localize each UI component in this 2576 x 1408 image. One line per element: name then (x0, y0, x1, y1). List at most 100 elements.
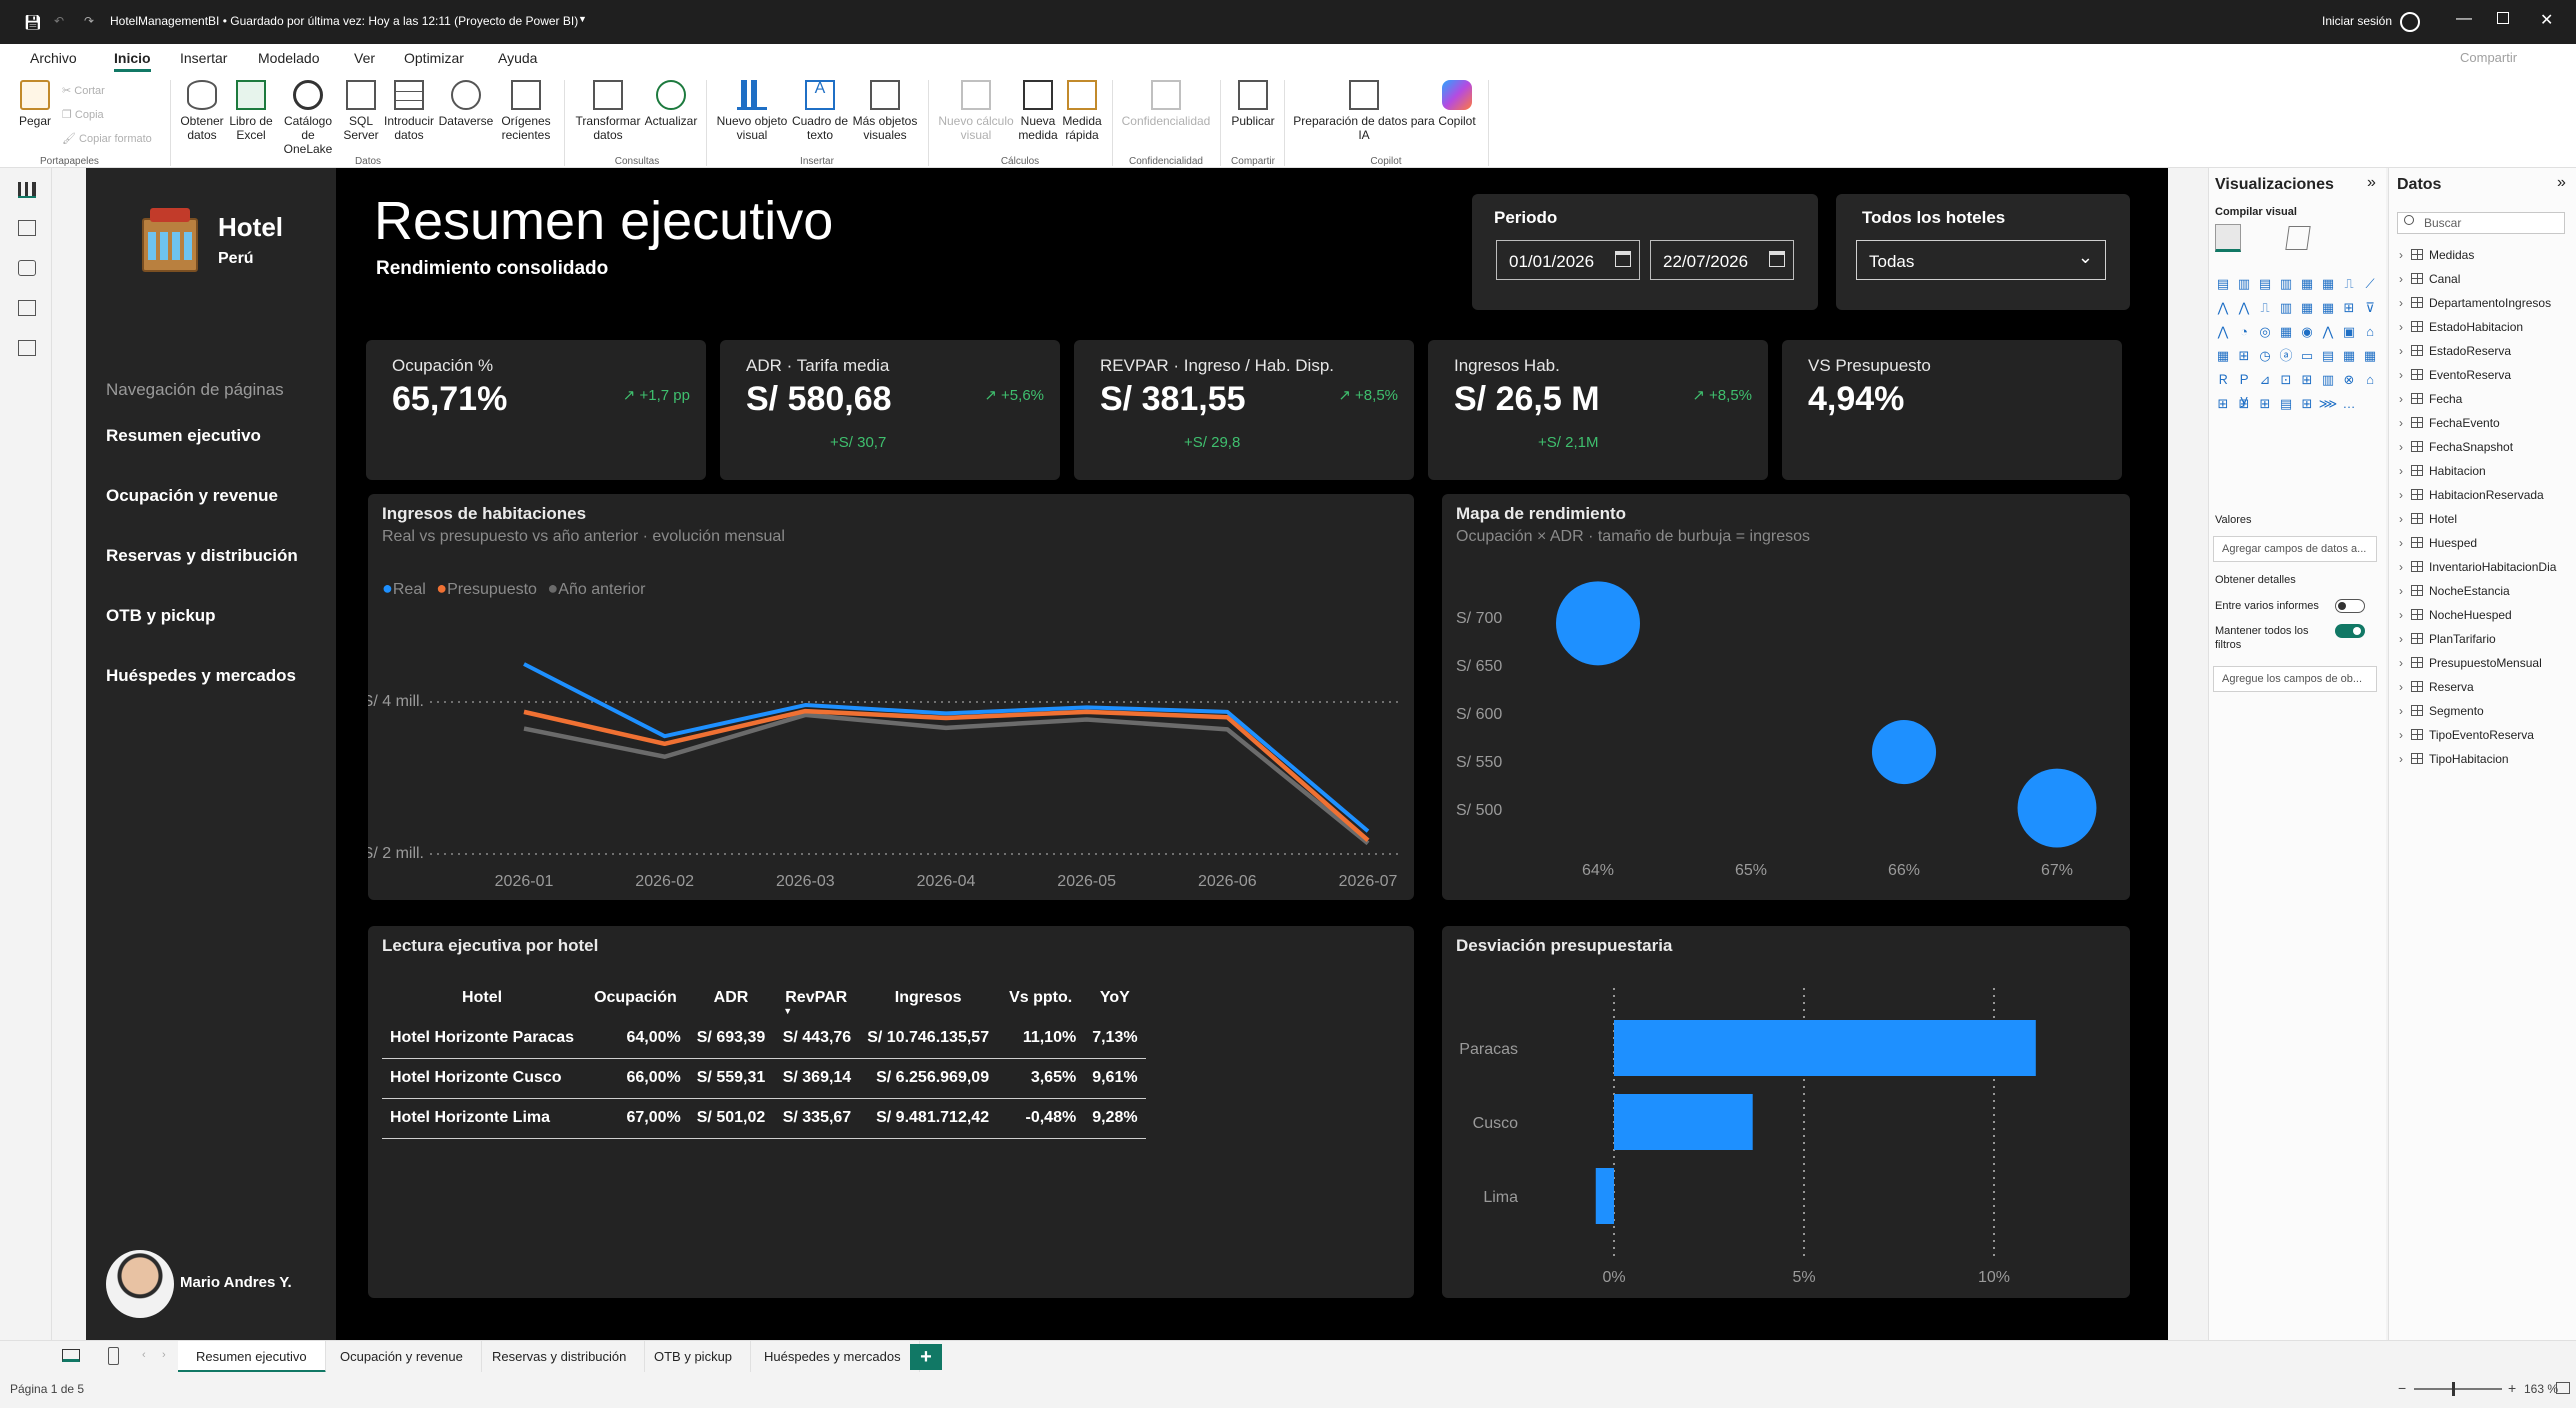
kpi-icon[interactable]: ⌂ (2366, 324, 2374, 339)
table-item[interactable]: › Hotel (2399, 512, 2457, 526)
r-visual-icon[interactable]: ⓐ (2279, 348, 2293, 363)
format-painter-button[interactable]: 🖌︎ Copiar formato (62, 133, 152, 145)
bubble-point[interactable] (1556, 581, 1640, 666)
scatter-icon[interactable]: ▦ (2300, 300, 2314, 315)
bar[interactable] (1614, 1020, 2036, 1076)
visual-type-icon[interactable]: … (2342, 396, 2356, 411)
menu-ayuda[interactable]: Ayuda (498, 50, 538, 66)
sql-button[interactable]: SQL Server (342, 80, 380, 142)
visual-type-icon[interactable]: ⊞ (2238, 396, 2250, 411)
menu-ver[interactable]: Ver (354, 50, 376, 66)
table-item[interactable]: › EventoReserva (2399, 368, 2511, 382)
collapse-icon[interactable]: » (2557, 174, 2566, 191)
cut-button[interactable]: ✂ Cortar (62, 85, 105, 97)
line-chart-card[interactable]: Ingresos de habitaciones Real vs presupu… (368, 494, 1414, 900)
zoom-slider-thumb[interactable] (2452, 1382, 2455, 1396)
sensitivity-button[interactable]: Confidencialidad (1118, 80, 1214, 128)
clustered-bar-icon[interactable]: ▤ (2258, 276, 2272, 291)
enter-data-button[interactable]: Introducir datos (382, 80, 436, 142)
donut-icon[interactable]: ⊞ (2343, 300, 2355, 315)
next-page-icon[interactable]: › (162, 1349, 166, 1361)
area-chart-icon[interactable]: ⟋ (2365, 276, 2375, 291)
bar-chart-card[interactable]: Desviación presupuestaria 0% 5% 10% Para… (1442, 926, 2130, 1298)
hotel-dropdown[interactable]: Todas ⌄ (1856, 240, 2106, 280)
table-item[interactable]: › Habitacion (2399, 464, 2486, 478)
table-item[interactable]: › FechaEvento (2399, 416, 2500, 430)
new-calc-button[interactable]: Nuevo cálculo visual (936, 80, 1016, 142)
table-item[interactable]: › InventarioHabitacionDia (2399, 560, 2556, 574)
nav-item-ocupacion[interactable]: Ocupación y revenue (106, 486, 278, 505)
menu-optimizar[interactable]: Optimizar (404, 50, 464, 66)
python-visual-icon[interactable]: ▭ (2300, 348, 2314, 363)
more-icon[interactable]: ⊞ (2217, 396, 2229, 411)
report-view-icon[interactable] (18, 182, 36, 198)
narrative-icon[interactable]: ⊗ (2343, 372, 2355, 387)
visual-type-icon[interactable]: ⋙ (2318, 396, 2338, 411)
format-visual-tab-icon[interactable] (2285, 226, 2311, 250)
metrics-icon[interactable]: ⊞ (2301, 372, 2313, 387)
minimize-icon[interactable]: — (2456, 10, 2472, 27)
series-line[interactable] (523, 662, 1370, 833)
power-automate-icon[interactable]: ⊡ (2280, 372, 2292, 387)
transform-data-button[interactable]: Transformar datos (574, 80, 642, 142)
excel-button[interactable]: Libro de Excel (228, 80, 274, 142)
power-apps-icon[interactable]: ⊿ (2259, 372, 2271, 387)
table-item[interactable]: › NocheEstancia (2399, 584, 2510, 598)
stacked-area-icon[interactable]: ⋀ (2217, 300, 2229, 315)
table-item[interactable]: › DepartamentoIngresos (2399, 296, 2551, 310)
smart-narrative-icon[interactable]: Ｒ (2216, 372, 2230, 387)
qa-icon[interactable]: ▦ (2363, 348, 2377, 363)
visual-type-icon[interactable]: ▤ (2279, 396, 2293, 411)
table-item[interactable]: › PlanTarifario (2399, 632, 2496, 646)
ai-prep-button[interactable]: Preparación de datos para IA (1292, 80, 1436, 142)
table-icon[interactable]: ⊞ (2238, 348, 2250, 363)
page-tab-ocupacion[interactable]: Ocupación y revenue (322, 1341, 482, 1373)
copy-button[interactable]: ❐ Copia (62, 109, 104, 121)
table-row[interactable]: Hotel Horizonte Cusco 66,00% S/ 559,31 S… (382, 1058, 1146, 1099)
matrix-icon[interactable]: ◷ (2259, 348, 2271, 363)
column-header[interactable]: Ocupación (594, 989, 677, 1006)
refresh-button[interactable]: Actualizar (642, 80, 700, 128)
new-measure-button[interactable]: Nueva medida (1018, 80, 1058, 142)
model-view-icon[interactable] (18, 260, 36, 276)
signin-link[interactable]: Iniciar sesión (2322, 14, 2393, 28)
bubble-point[interactable] (1871, 720, 1937, 785)
page-tab-huespedes[interactable]: Huéspedes y mercados (746, 1341, 920, 1373)
table-item[interactable]: › HabitacionReservada (2399, 488, 2544, 502)
100-bar-icon[interactable]: ▦ (2300, 276, 2314, 291)
tmdl-view-icon[interactable] (18, 340, 36, 356)
table-item[interactable]: › PresupuestoMensual (2399, 656, 2542, 670)
filled-map-icon[interactable]: ◔ (2240, 324, 2248, 339)
nav-item-reservas[interactable]: Reservas y distribución (106, 546, 298, 565)
table-view-icon[interactable] (18, 220, 36, 236)
stacked-bar-icon[interactable]: ▤ (2216, 276, 2230, 291)
multi-row-card-icon[interactable]: ▣ (2342, 324, 2356, 339)
column-header[interactable]: ADR (713, 989, 749, 1006)
hotel-table-card[interactable]: Lectura ejecutiva por hotel Hotel Ocupac… (368, 926, 1414, 1298)
drillthrough-drop-field[interactable]: Agregue los campos de ob... (2213, 666, 2377, 692)
mobile-layout-icon[interactable] (108, 1347, 119, 1365)
keep-filters-toggle[interactable] (2335, 624, 2365, 638)
bar[interactable] (1595, 1168, 1614, 1224)
values-drop-field[interactable]: Agregar campos de datos a... (2213, 536, 2377, 562)
dataverse-button[interactable]: Dataverse (438, 80, 494, 128)
table-row[interactable]: Hotel Horizonte Lima 67,00% S/ 501,02 S/… (382, 1098, 1146, 1139)
get-data-button[interactable]: Obtener datos (178, 80, 226, 142)
build-visual-tab-icon[interactable] (2215, 224, 2241, 252)
maximize-icon[interactable] (2497, 12, 2509, 24)
table-item[interactable]: › EstadoHabitacion (2399, 320, 2523, 334)
key-influencers-icon[interactable]: ▤ (2321, 348, 2335, 363)
visual-type-icon[interactable]: ⊞ (2301, 396, 2313, 411)
cross-report-toggle[interactable] (2335, 599, 2365, 613)
funnel-icon[interactable]: ▥ (2279, 300, 2293, 315)
menu-modelado[interactable]: Modelado (258, 50, 320, 66)
date-from-field[interactable]: 01/01/2026 (1496, 240, 1640, 280)
desktop-layout-icon[interactable] (62, 1349, 80, 1362)
table-row[interactable]: Hotel Horizonte Paracas 64,00% S/ 693,39… (382, 1018, 1146, 1059)
calendar-icon[interactable] (1769, 251, 1785, 267)
table-item[interactable]: › Segmento (2399, 704, 2484, 718)
100-column-icon[interactable]: ▦ (2321, 276, 2335, 291)
slicer-icon[interactable]: ▦ (2216, 348, 2230, 363)
page-tab-resumen[interactable]: Resumen ejecutivo (178, 1341, 326, 1373)
fit-to-page-icon[interactable] (2556, 1382, 2570, 1394)
